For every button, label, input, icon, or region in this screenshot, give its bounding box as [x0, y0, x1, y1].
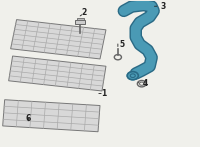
Bar [77, 18, 84, 20]
Text: 3: 3 [161, 2, 166, 11]
Text: 4: 4 [143, 79, 148, 88]
Text: 2: 2 [81, 8, 87, 17]
Polygon shape [9, 56, 106, 91]
Circle shape [127, 72, 138, 80]
Bar [75, 20, 85, 24]
Polygon shape [3, 100, 100, 132]
Polygon shape [11, 20, 106, 59]
Text: 5: 5 [119, 40, 124, 49]
Text: 1: 1 [101, 89, 107, 98]
Text: 6: 6 [26, 114, 31, 123]
